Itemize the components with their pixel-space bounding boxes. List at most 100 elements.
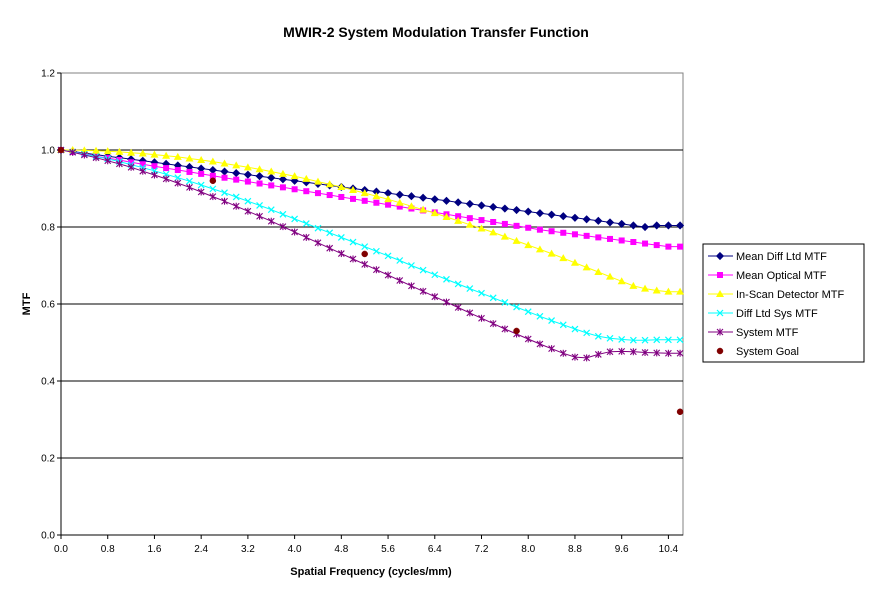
data-point <box>525 224 532 231</box>
data-point <box>419 193 428 202</box>
data-point <box>314 190 321 197</box>
x-tick-label: 5.6 <box>381 544 395 555</box>
data-point <box>454 216 463 224</box>
plot-area <box>57 72 684 539</box>
data-point <box>209 185 217 193</box>
data-point <box>595 234 602 241</box>
data-point <box>138 149 147 157</box>
data-point <box>162 175 170 183</box>
data-point <box>513 303 520 311</box>
data-point <box>664 221 673 230</box>
legend-item: Mean Optical MTF <box>708 270 827 282</box>
data-point <box>489 294 497 302</box>
y-tick-label: 1.2 <box>41 69 55 80</box>
data-point <box>490 218 497 225</box>
data-point <box>677 243 684 250</box>
data-point <box>629 348 637 356</box>
data-point <box>653 349 661 357</box>
x-tick-label: 2.4 <box>194 544 208 555</box>
data-point <box>617 219 626 228</box>
legend-label: In-Scan Detector MTF <box>736 289 844 301</box>
y-tick-label: 0.8 <box>41 223 55 234</box>
data-point <box>594 216 603 225</box>
data-point <box>232 202 240 210</box>
data-point <box>512 236 521 244</box>
data-point <box>618 237 625 244</box>
data-point <box>500 204 509 213</box>
data-point <box>500 232 509 240</box>
data-point <box>501 325 509 333</box>
data-point <box>267 206 275 214</box>
data-point <box>151 163 158 170</box>
data-point <box>583 354 591 362</box>
series-line <box>60 149 681 359</box>
data-point <box>338 193 345 200</box>
data-point <box>92 154 100 162</box>
data-point <box>186 168 193 175</box>
data-point <box>92 146 101 154</box>
legend-label: System MTF <box>736 327 799 339</box>
x-tick-label: 9.6 <box>615 544 629 555</box>
data-point <box>372 266 380 274</box>
data-point <box>384 271 392 279</box>
data-point <box>652 286 661 294</box>
legend-item: In-Scan Detector MTF <box>708 289 844 301</box>
data-point <box>618 335 626 343</box>
data-point <box>559 349 567 357</box>
data-point <box>232 193 240 201</box>
data-point <box>465 199 474 208</box>
series-line <box>60 149 681 341</box>
data-point <box>325 180 334 188</box>
data-point <box>676 221 685 230</box>
data-point <box>478 289 485 297</box>
data-point <box>536 312 544 320</box>
data-point <box>326 229 334 237</box>
data-point <box>279 210 287 218</box>
data-point <box>454 198 463 207</box>
x-axis-title: Spatial Frequency (cycles/mm) <box>290 566 452 578</box>
data-point <box>232 161 241 169</box>
data-point <box>594 332 602 340</box>
data-point <box>220 159 229 167</box>
data-point <box>454 280 462 288</box>
data-point <box>630 239 637 246</box>
data-point <box>466 309 474 317</box>
legend-marker <box>716 328 724 336</box>
data-point <box>571 325 579 333</box>
data-point <box>57 146 65 154</box>
data-point <box>606 235 613 242</box>
data-point <box>547 210 556 219</box>
data-point <box>548 345 555 353</box>
data-point <box>116 160 123 168</box>
data-point <box>302 233 310 241</box>
data-point <box>396 277 404 285</box>
data-point <box>617 277 626 285</box>
data-point <box>279 184 286 191</box>
legend-box <box>702 243 865 363</box>
x-tick-label: 1.6 <box>147 544 161 555</box>
legend-label: System Goal <box>736 346 799 358</box>
data-point <box>560 229 567 236</box>
data-point <box>583 232 590 239</box>
data-point <box>186 183 193 191</box>
data-point <box>151 171 158 179</box>
data-point <box>279 223 287 231</box>
data-point <box>256 180 263 187</box>
data-point <box>547 249 556 257</box>
data-point <box>431 271 439 279</box>
data-point <box>653 242 660 249</box>
x-tick-label: 0.0 <box>54 544 68 555</box>
data-point <box>384 195 393 203</box>
data-point <box>676 336 684 344</box>
data-point <box>466 215 473 222</box>
data-point <box>255 172 264 181</box>
x-tick-label: 4.8 <box>334 544 348 555</box>
data-point <box>477 224 486 232</box>
data-point <box>465 220 474 228</box>
data-point <box>559 212 568 221</box>
data-point <box>407 202 416 210</box>
series-layer <box>56 145 685 416</box>
data-point <box>350 195 357 202</box>
x-tick-label: 10.4 <box>659 544 679 555</box>
data-point <box>665 349 672 357</box>
